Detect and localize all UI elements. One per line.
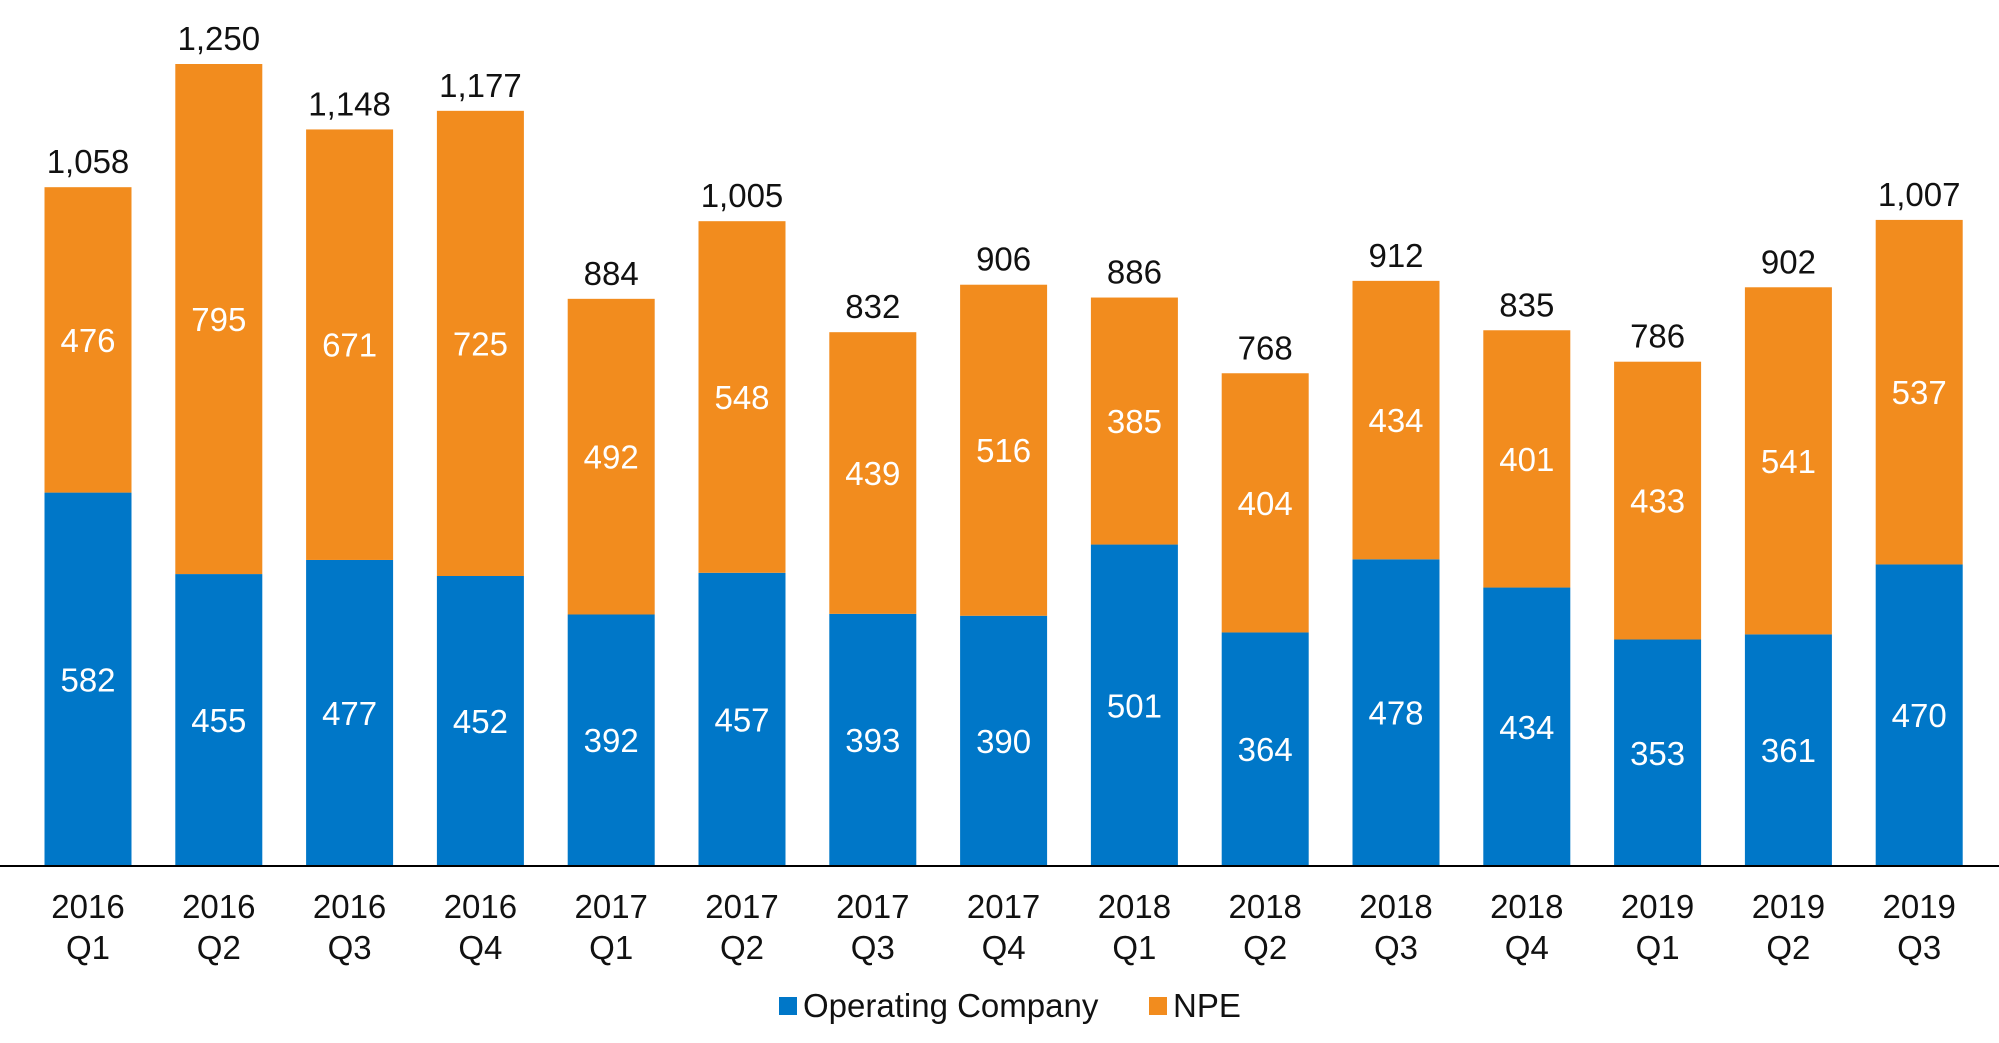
total-label-12: 786 (1630, 318, 1685, 355)
segment-label-npe-11: 401 (1499, 441, 1554, 478)
segment-label-npe-5: 548 (714, 379, 769, 416)
total-label-13: 902 (1761, 243, 1816, 280)
x-tick-year-8: 2018 (1098, 888, 1171, 925)
x-tick-labels-group: 2016 Q1 2016 Q2 2016 Q3 2016 Q4 2017 Q1 2017 Q2 2017… (51, 888, 1956, 966)
segment-label-npe-7: 516 (976, 432, 1031, 469)
segment-label-operating-company-1: 455 (191, 702, 246, 739)
x-tick-year-9: 2018 (1228, 888, 1301, 925)
x-tick-year-1: 2016 (182, 888, 255, 925)
x-tick-year-4: 2017 (574, 888, 647, 925)
total-label-10: 912 (1368, 237, 1423, 274)
total-label-9: 768 (1238, 329, 1293, 366)
x-tick-quarter-0: Q1 (66, 929, 110, 966)
segment-label-operating-company-3: 452 (453, 703, 508, 740)
total-label-2: 1,148 (308, 85, 391, 122)
segment-label-operating-company-2: 477 (322, 695, 377, 732)
total-label-11: 835 (1499, 286, 1554, 323)
x-tick-year-0: 2016 (51, 888, 124, 925)
x-tick-year-3: 2016 (444, 888, 517, 925)
total-label-7: 906 (976, 241, 1031, 278)
segment-label-npe-13: 541 (1761, 443, 1816, 480)
x-tick-quarter-7: Q4 (982, 929, 1026, 966)
x-tick-quarter-2: Q3 (328, 929, 372, 966)
x-tick-year-13: 2019 (1752, 888, 1825, 925)
segment-label-operating-company-4: 392 (584, 722, 639, 759)
segment-label-npe-12: 433 (1630, 483, 1685, 520)
legend-label-operating-company: Operating Company (803, 987, 1099, 1024)
x-tick-quarter-3: Q4 (458, 929, 502, 966)
total-label-8: 886 (1107, 254, 1162, 291)
legend-swatch-operating-company (779, 997, 797, 1015)
segment-label-operating-company-11: 434 (1499, 709, 1554, 746)
segment-label-operating-company-14: 470 (1892, 697, 1947, 734)
x-tick-quarter-1: Q2 (197, 929, 241, 966)
segment-label-operating-company-0: 582 (60, 661, 115, 698)
x-tick-quarter-13: Q2 (1766, 929, 1810, 966)
x-tick-quarter-11: Q4 (1505, 929, 1549, 966)
x-tick-year-14: 2019 (1882, 888, 1955, 925)
x-tick-year-2: 2016 (313, 888, 386, 925)
x-tick-quarter-14: Q3 (1897, 929, 1941, 966)
segment-label-operating-company-7: 390 (976, 723, 1031, 760)
total-label-3: 1,177 (439, 67, 522, 104)
x-tick-year-7: 2017 (967, 888, 1040, 925)
total-label-5: 1,005 (701, 177, 784, 214)
stacked-bar-chart: 582 476 455 795 477 671 452 725 392 492 457 548 393 4… (0, 0, 1999, 1043)
segment-label-npe-2: 671 (322, 327, 377, 364)
segment-label-npe-9: 404 (1238, 485, 1293, 522)
x-tick-quarter-5: Q2 (720, 929, 764, 966)
total-label-4: 884 (584, 255, 639, 292)
segment-label-npe-8: 385 (1107, 403, 1162, 440)
segment-label-npe-10: 434 (1368, 402, 1423, 439)
segment-label-npe-3: 725 (453, 325, 508, 362)
segment-label-operating-company-13: 361 (1761, 732, 1816, 769)
x-tick-year-11: 2018 (1490, 888, 1563, 925)
segment-label-operating-company-9: 364 (1238, 731, 1293, 768)
total-label-6: 832 (845, 288, 900, 325)
segment-label-npe-14: 537 (1892, 374, 1947, 411)
segment-label-operating-company-12: 353 (1630, 735, 1685, 772)
segment-label-operating-company-6: 393 (845, 722, 900, 759)
x-tick-year-12: 2019 (1621, 888, 1694, 925)
x-tick-quarter-6: Q3 (851, 929, 895, 966)
x-tick-quarter-8: Q1 (1112, 929, 1156, 966)
x-tick-quarter-9: Q2 (1243, 929, 1287, 966)
total-label-1: 1,250 (178, 20, 261, 57)
segment-label-npe-4: 492 (584, 439, 639, 476)
total-label-14: 1,007 (1878, 176, 1961, 213)
x-tick-quarter-10: Q3 (1374, 929, 1418, 966)
segment-label-npe-1: 795 (191, 301, 246, 338)
segment-label-npe-0: 476 (60, 322, 115, 359)
x-tick-year-5: 2017 (705, 888, 778, 925)
x-tick-year-10: 2018 (1359, 888, 1432, 925)
legend-swatch-npe (1149, 997, 1167, 1015)
segment-label-operating-company-8: 501 (1107, 687, 1162, 724)
x-tick-quarter-4: Q1 (589, 929, 633, 966)
segment-label-operating-company-10: 478 (1368, 695, 1423, 732)
segment-label-operating-company-5: 457 (714, 701, 769, 738)
x-tick-year-6: 2017 (836, 888, 909, 925)
legend-label-npe: NPE (1173, 987, 1241, 1024)
legend: Operating Company NPE (779, 987, 1241, 1024)
segment-label-npe-6: 439 (845, 455, 900, 492)
x-tick-quarter-12: Q1 (1636, 929, 1680, 966)
total-label-0: 1,058 (47, 143, 130, 180)
